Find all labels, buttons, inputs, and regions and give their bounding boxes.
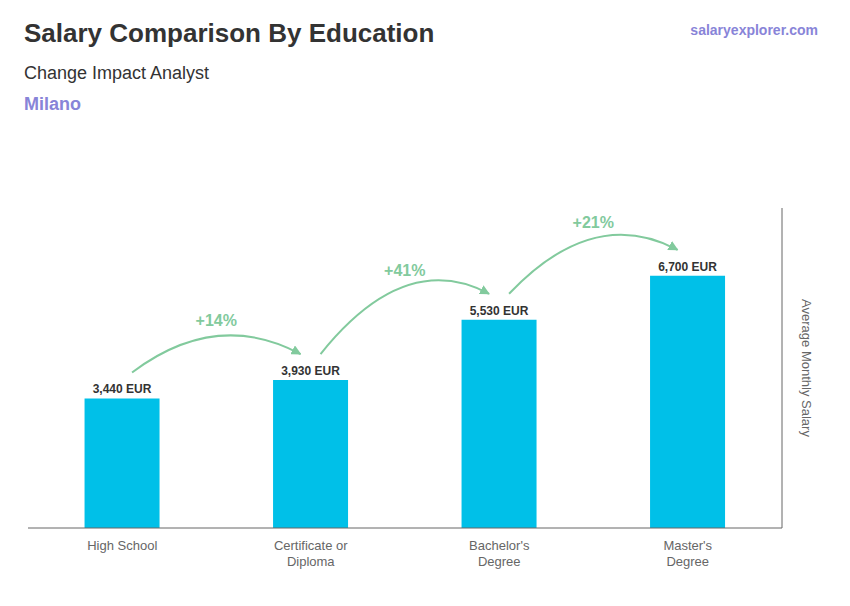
svg-text:Average Monthly Salary: Average Monthly Salary [799, 299, 814, 437]
svg-text:Master'sDegree: Master'sDegree [663, 538, 712, 569]
svg-text:+41%: +41% [384, 262, 425, 279]
html-text:Change Impact Analyst: Change Impact Analyst [24, 63, 210, 83]
html-text:salaryexplorer.com: salaryexplorer.com [690, 22, 818, 38]
svg-text:3,440 EUR: 3,440 EUR [93, 382, 152, 396]
svg-text:Certificate orDiploma: Certificate orDiploma [274, 538, 348, 569]
svg-text:6,700 EUR: 6,700 EUR [658, 260, 717, 274]
svg-text:+14%: +14% [196, 312, 237, 329]
html-text:Salary Comparison By Education: Salary Comparison By Education [24, 18, 435, 48]
svg-text:Bachelor'sDegree: Bachelor'sDegree [469, 538, 530, 569]
svg-text:5,530 EUR: 5,530 EUR [470, 304, 529, 318]
svg-text:+21%: +21% [573, 214, 614, 231]
svg-text:High School: High School [87, 538, 157, 553]
html-text:Milano: Milano [24, 94, 81, 114]
svg-text:3,930 EUR: 3,930 EUR [281, 364, 340, 378]
